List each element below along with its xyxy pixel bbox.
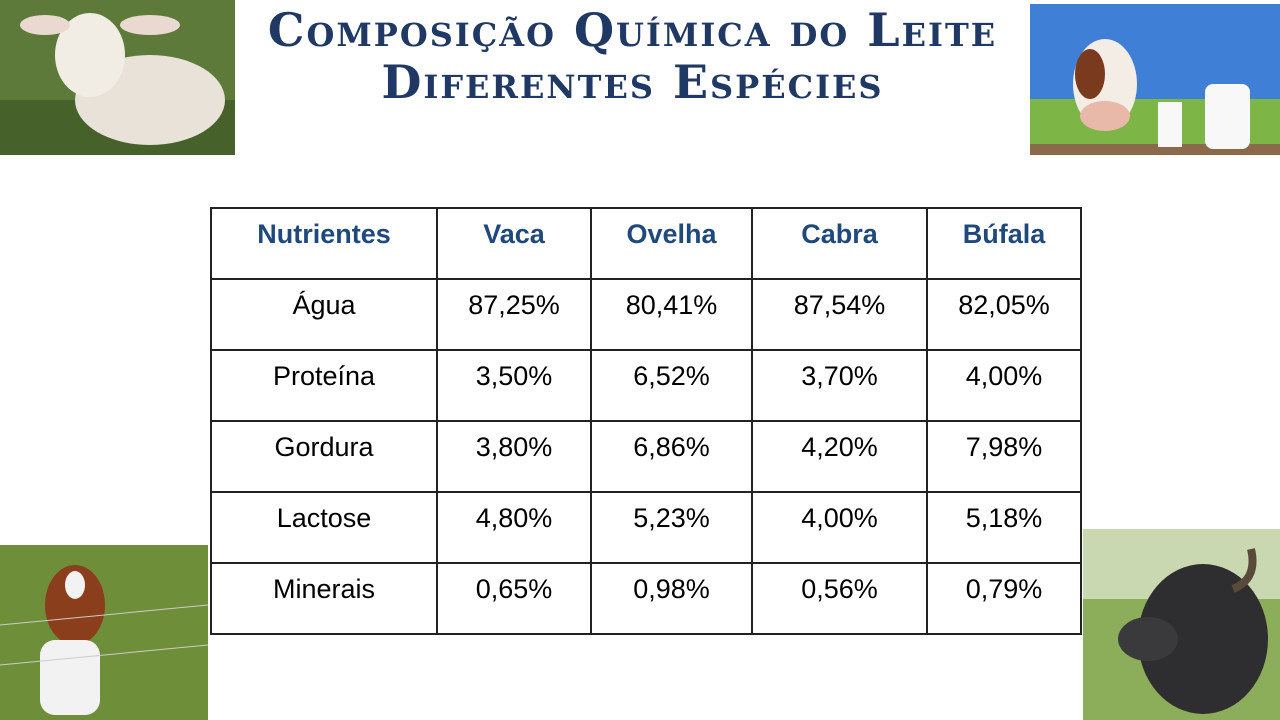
table-cell: 0,98% <box>590 562 753 635</box>
title-line: Diferentes Espécies <box>381 55 884 109</box>
table-cell: 5,23% <box>590 491 753 564</box>
table-cell: 3,50% <box>436 349 592 422</box>
table-cell: 5,18% <box>926 491 1082 564</box>
table-cell: 4,20% <box>751 420 928 493</box>
table-row: Proteína 3,50% 6,52% 3,70% 4,00% <box>210 349 1082 422</box>
row-label: Gordura <box>210 420 438 493</box>
table-cell: 6,86% <box>590 420 753 493</box>
cow-photo <box>1030 4 1280 155</box>
header-row: Nutrientes Vaca Ovelha Cabra Búfala <box>210 207 1082 280</box>
table-row: Lactose 4,80% 5,23% 4,00% 5,18% <box>210 491 1082 564</box>
column-header: Nutrientes <box>210 207 438 280</box>
table-cell: 0,79% <box>926 562 1082 635</box>
table-cell: 3,80% <box>436 420 592 493</box>
column-header: Búfala <box>926 207 1082 280</box>
row-label: Proteína <box>210 349 438 422</box>
table-cell: 87,25% <box>436 278 592 351</box>
row-label: Lactose <box>210 491 438 564</box>
table-cell: 4,00% <box>751 491 928 564</box>
table-row: Gordura 3,80% 6,86% 4,20% 7,98% <box>210 420 1082 493</box>
table-cell: 82,05% <box>926 278 1082 351</box>
table-cell: 6,52% <box>590 349 753 422</box>
table-row: Água 87,25% 80,41% 87,54% 82,05% <box>210 278 1082 351</box>
table-cell: 4,00% <box>926 349 1082 422</box>
table-cell: 7,98% <box>926 420 1082 493</box>
column-header: Ovelha <box>590 207 753 280</box>
table-cell: 4,80% <box>436 491 592 564</box>
table-cell: 3,70% <box>751 349 928 422</box>
row-label: Água <box>210 278 438 351</box>
table-row: Minerais 0,65% 0,98% 0,56% 0,79% <box>210 562 1082 635</box>
column-header: Cabra <box>751 207 928 280</box>
table-cell: 0,56% <box>751 562 928 635</box>
sheep-photo <box>0 0 235 155</box>
row-label: Minerais <box>210 562 438 635</box>
goat-photo <box>0 545 208 720</box>
title-line: Composição Química do Leite <box>267 3 998 57</box>
slide-title: Composição Química do Leite Diferentes E… <box>235 4 1030 108</box>
table-cell: 80,41% <box>590 278 753 351</box>
buffalo-photo <box>1083 529 1280 720</box>
column-header: Vaca <box>436 207 592 280</box>
composition-table: Nutrientes Vaca Ovelha Cabra Búfala Água 87,2… <box>210 207 1082 635</box>
table-cell: 0,65% <box>436 562 592 635</box>
table-cell: 87,54% <box>751 278 928 351</box>
